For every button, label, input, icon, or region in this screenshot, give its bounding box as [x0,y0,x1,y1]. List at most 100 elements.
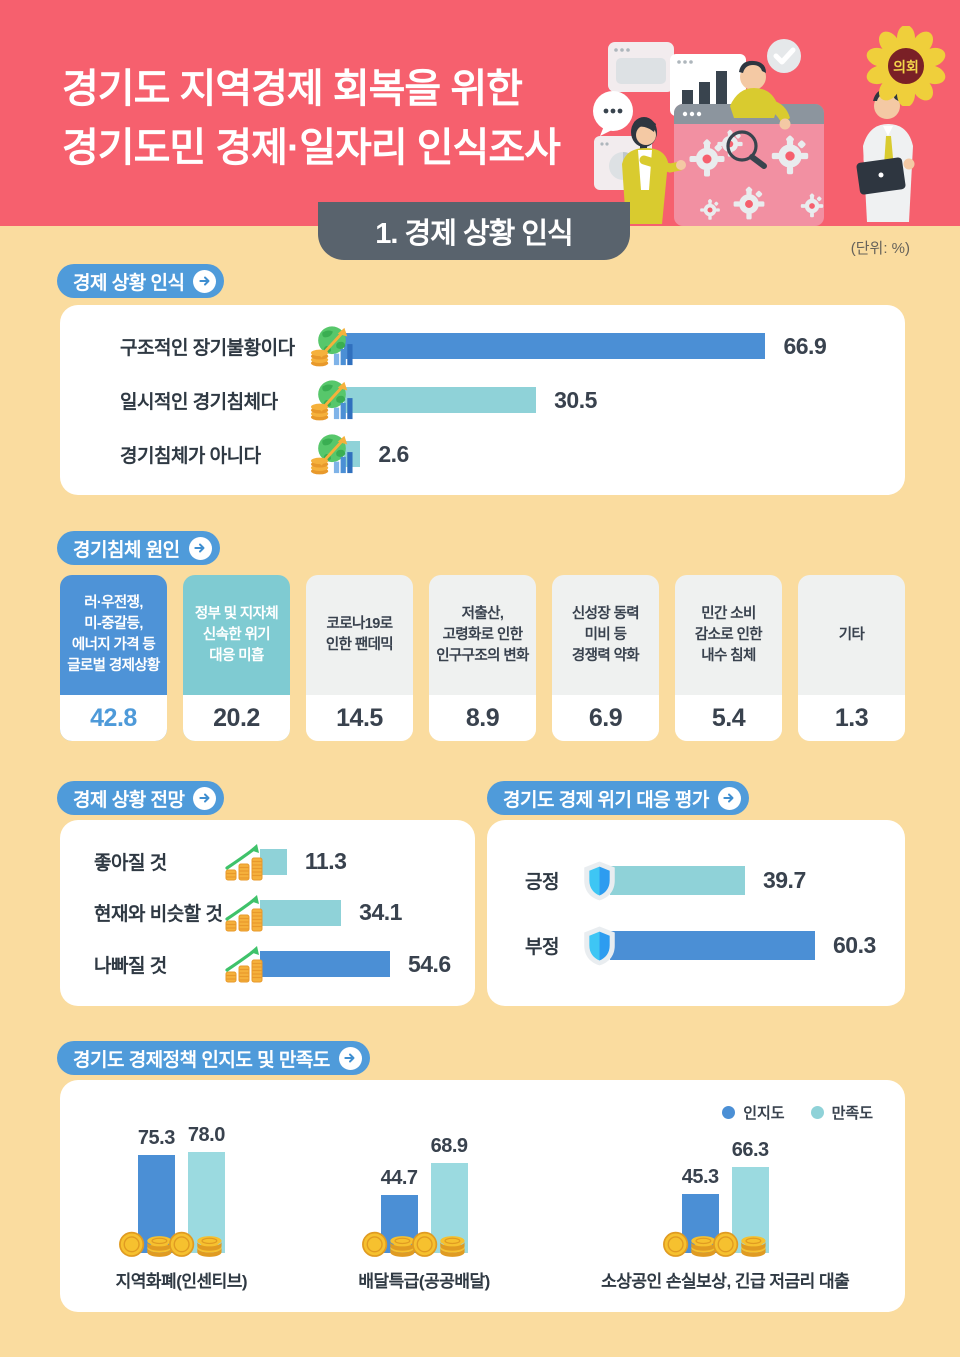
badge-causes-label: 경기침체 원인 [73,539,180,561]
coins-growth-icon [225,946,263,983]
person-right [856,88,915,222]
badge-evaluation: 경기도 경제 위기 대응 평가 [487,781,749,815]
bar-value: 11.3 [304,848,347,875]
bar-label: 현재와 비슷할 것 [94,904,223,926]
bar-value: 39.7 [762,867,806,893]
coins-icon [662,1231,716,1257]
cause-card-value: 20.2 [183,695,290,741]
coins-growth-icon [225,894,263,932]
bar-row: 구조적인 장기불황이다 66.9 [60,325,905,367]
arrow-right-icon [338,1046,362,1070]
badge-policy: 경기도 경제정책 인지도 및 만족도 [57,1041,370,1075]
bar [344,333,766,359]
hero-illustration [593,39,915,226]
legend-satisfaction-label: 만족도 [831,1105,873,1122]
coins-icon [411,1231,465,1257]
gear-window [674,104,824,226]
council-emblem: 의회 [866,26,946,106]
globe-economy-icon [311,434,353,475]
bar-value: 54.6 [407,950,451,977]
bar-label: 부정 [525,937,559,958]
perception-chart-panel: 구조적인 장기불황이다 66.9 일시적인 경기침체다 30.5 경기침체가 아니다 [60,305,905,495]
policy-column: 78.0 [168,1123,225,1257]
cause-card-value: 42.8 [60,695,167,741]
column-bar [187,1151,225,1253]
magnifier-icon [726,130,767,169]
coins-icon [712,1231,766,1257]
policy-group-label: 소상공인 손실보상, 긴급 저금리 대출 [601,1272,850,1291]
bar-value: 60.3 [833,932,876,958]
cause-cards-row: 러·우전쟁, 미-중갈등, 에너지 가격 등 글로벌 경제상황 42.8 정부 및 지자체… [60,575,905,741]
cause-card-label: 신성장 동력 미비 등 경쟁력 약화 [571,605,640,664]
badge-outlook-label: 경제 상황 전망 [73,789,185,811]
person-center [730,60,791,130]
column-value: 78.0 [187,1123,225,1146]
policy-column: 75.3 [118,1127,175,1257]
policy-chart-panel: 인지도 만족도 75.3 78.0 지역화폐(인센티브) 44.7 [60,1080,905,1312]
globe-economy-icon [311,380,353,421]
bar-label: 긍정 [525,872,559,893]
coins-icon [168,1231,222,1257]
policy-group-label: 배달특급(공공배달) [358,1272,490,1291]
cause-card: 민간 소비 감소로 인한 내수 침체 5.4 [675,575,782,741]
bar-row: 부정 60.3 [487,925,905,966]
policy-column: 68.9 [411,1135,468,1257]
policy-groups: 75.3 78.0 지역화폐(인센티브) 44.7 68.9 [60,1124,905,1292]
page-title-line2: 경기도민 경제·일자리 인식조사 [62,126,561,170]
cause-card-label: 저출산, 고령화로 인한 인구구조의 변화 [436,605,529,664]
cause-card: 정부 및 지자체 신속한 위기 대응 미흡 20.2 [183,575,290,741]
globe-economy-icon [311,326,353,367]
bar-label: 좋아질 것 [94,853,167,875]
legend-item-awareness: 인지도 [722,1102,785,1123]
policy-group: 75.3 78.0 지역화폐(인센티브) [116,1123,248,1292]
cause-card: 신성장 동력 미비 등 경쟁력 약화 6.9 [552,575,659,741]
column-value: 75.3 [137,1127,175,1150]
policy-group: 45.3 66.3 소상공인 손실보상, 긴급 저금리 대출 [601,1139,850,1292]
bar [260,899,342,926]
policy-bar-pair: 75.3 78.0 [118,1123,225,1257]
arrow-right-icon [193,786,217,810]
bar-value: 66.9 [783,332,827,359]
cause-card: 러·우전쟁, 미-중갈등, 에너지 가격 등 글로벌 경제상황 42.8 [60,575,167,741]
chat-bubble-icon [593,91,633,136]
page-title: 경기도 지역경제 회복을 위한 경기도민 경제·일자리 인식조사 [62,60,561,178]
page-title-line1: 경기도 지역경제 회복을 위한 [62,67,523,111]
policy-column: 66.3 [712,1139,769,1257]
unit-note: (단위: %) [850,240,910,257]
cause-card-label: 코로나19로 인한 팬데믹 [325,616,394,653]
cause-card-label: 정부 및 지자체 신속한 위기 대응 미흡 [194,605,279,664]
bar-value: 30.5 [554,386,597,413]
check-icon [767,39,801,73]
legend-awareness-label: 인지도 [743,1105,785,1122]
bar-value: 34.1 [359,899,402,926]
person-left [622,117,686,224]
cause-card-value: 6.9 [552,695,659,741]
column-value: 44.7 [380,1166,418,1189]
bar-row: 긍정 39.7 [487,860,905,901]
legend-item-satisfaction: 만족도 [810,1102,873,1123]
badge-causes: 경기침체 원인 [57,531,220,565]
outlook-chart-panel: 좋아질 것 11.3 현재와 비슷할 것 34.1 나빠질 것 [60,820,475,1006]
window-icon [608,42,674,92]
shield-icon [584,926,615,966]
cause-card-label: 기타 [838,626,865,643]
header-banner: 경기도 지역경제 회복을 위한 경기도민 경제·일자리 인식조사 [0,0,960,226]
bar [610,866,745,895]
bar-label: 나빠질 것 [94,955,167,977]
policy-column: 44.7 [361,1166,418,1257]
cause-card: 기타 1.3 [798,575,905,741]
cause-card-value: 5.4 [675,695,782,741]
coins-growth-icon [225,843,263,881]
policy-group: 44.7 68.9 배달특급(공공배달) [358,1135,490,1292]
bar [344,387,537,413]
coins-icon [361,1231,415,1257]
policy-bar-pair: 44.7 68.9 [361,1135,468,1257]
cause-card-label: 민간 소비 감소로 인한 내수 침체 [694,605,763,664]
badge-outlook: 경제 상황 전망 [57,781,225,815]
section-tab: 1. 경제 상황 인식 [318,202,630,260]
bar-row: 경기침체가 아니다 2.6 [60,433,905,475]
cause-card-value: 8.9 [429,695,536,741]
chart-legend: 인지도 만족도 [722,1102,873,1123]
bar-row: 좋아질 것 11.3 [60,842,475,882]
